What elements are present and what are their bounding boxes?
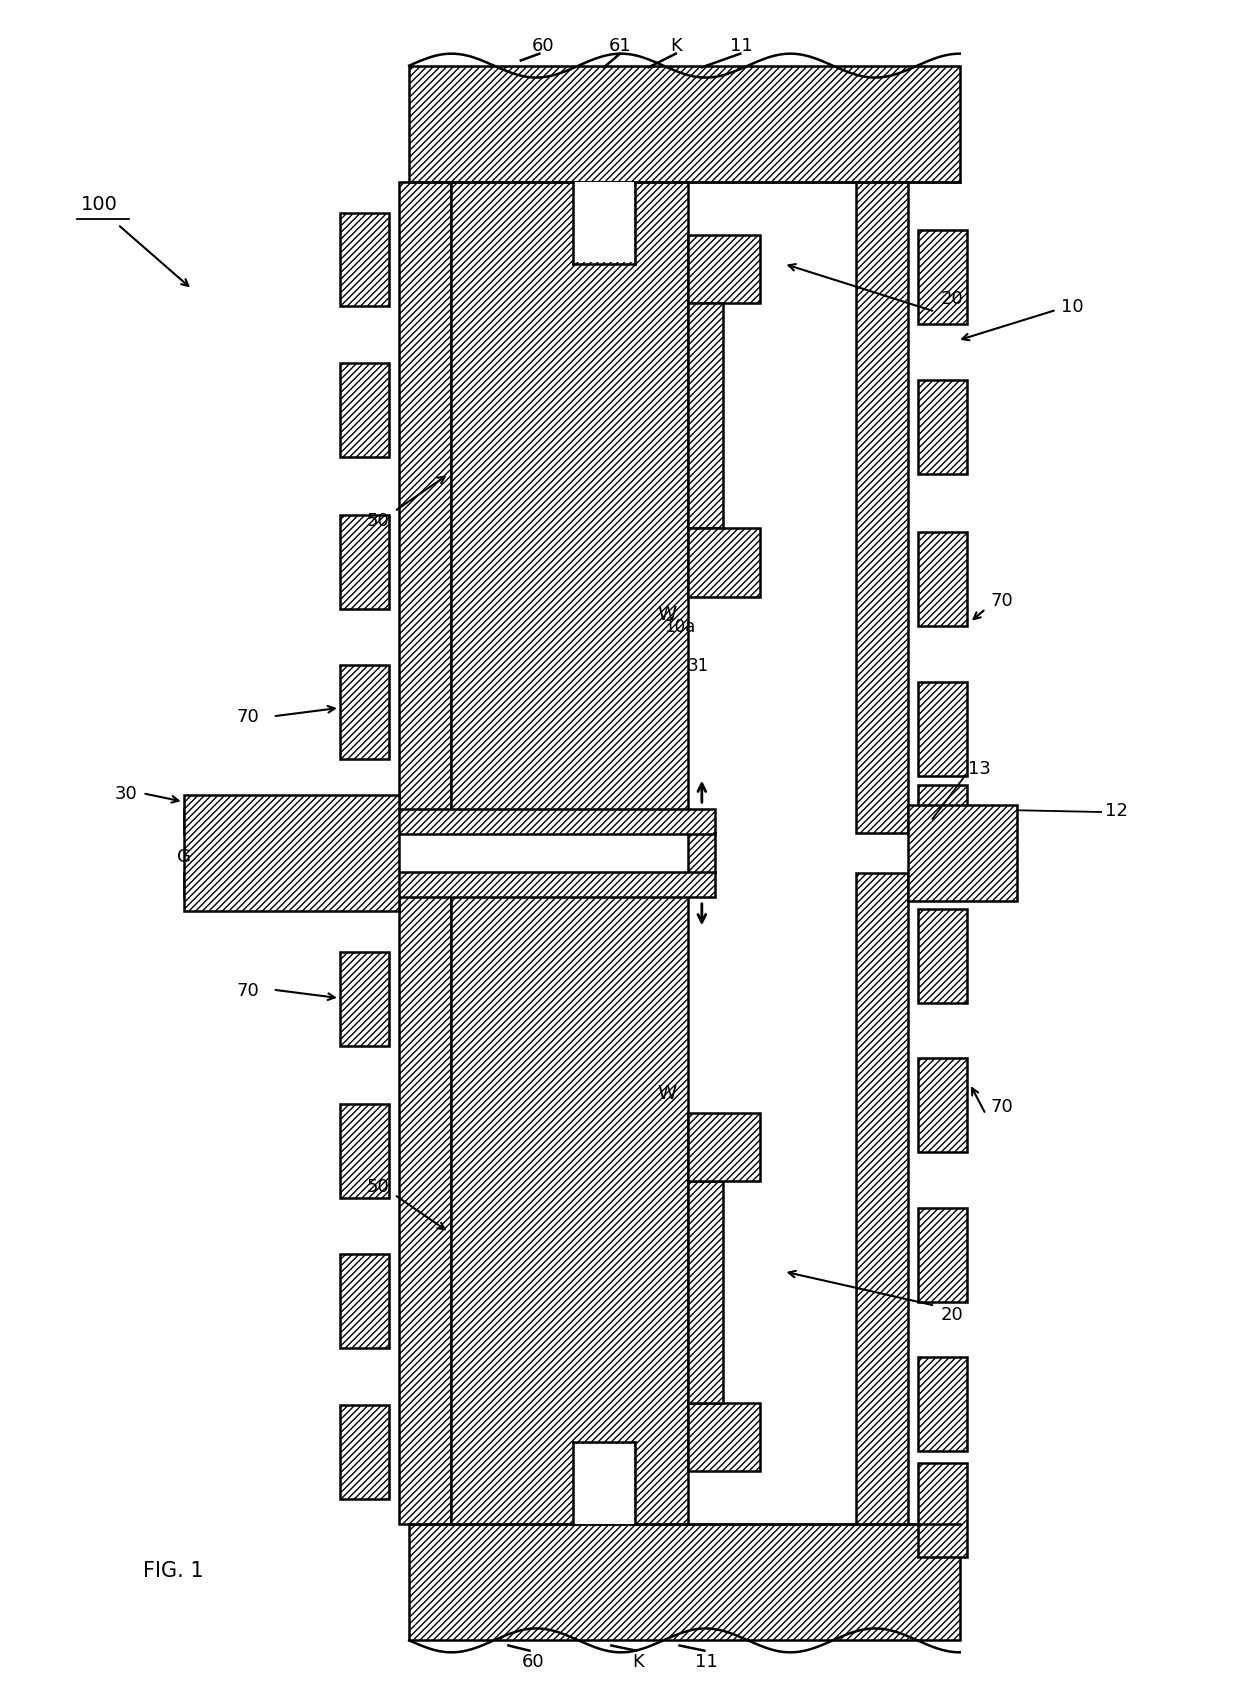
Text: 60: 60 [522,1652,544,1669]
Text: 50: 50 [367,1178,389,1195]
Text: 30: 30 [115,785,138,802]
Text: 70: 70 [237,982,259,999]
Bar [688,1181,723,1403]
Text: W: W [657,1082,677,1103]
Bar [688,529,760,597]
Bar [574,1444,634,1524]
Bar [340,1255,389,1349]
Text: 10: 10 [1061,299,1084,316]
Text: K: K [632,1652,645,1669]
Bar [908,806,1017,901]
Bar [688,236,760,304]
Text: 50: 50 [367,512,389,529]
Text: 13: 13 [968,760,991,777]
Bar [184,872,715,898]
Text: 61: 61 [609,38,631,55]
Text: FIG. 1: FIG. 1 [143,1560,203,1581]
Text: 31: 31 [687,657,709,674]
Bar [340,1104,389,1198]
Bar [184,809,715,835]
Bar [340,1405,389,1499]
Text: G: G [176,848,191,865]
Bar [399,874,451,1524]
Bar [918,785,967,879]
Bar [688,833,715,874]
Text: 70: 70 [991,592,1013,609]
Bar [340,364,389,457]
Bar [340,516,389,609]
Bar [918,683,967,777]
Bar [918,1209,967,1302]
Bar [918,230,967,324]
Text: 10a: 10a [663,618,696,635]
Text: 11: 11 [696,1652,718,1669]
Bar [688,304,723,529]
Bar [340,213,389,307]
Text: K: K [670,38,682,55]
Bar [574,183,634,263]
Text: 100: 100 [81,195,118,215]
Text: 60: 60 [532,38,554,55]
Bar [688,1113,760,1181]
Bar [409,67,960,183]
Bar [918,1463,967,1557]
Text: W: W [657,604,677,625]
Bar [918,381,967,475]
Bar [918,910,967,1004]
Text: 11: 11 [730,38,753,55]
Text: 20: 20 [941,290,963,307]
Bar [409,1524,960,1640]
Bar [688,1403,760,1471]
Bar [918,1058,967,1152]
Bar [184,795,399,912]
Bar [451,874,688,1524]
Bar [399,183,451,833]
Bar [340,666,389,760]
Bar [918,533,967,626]
Bar [856,874,908,1524]
Text: 70: 70 [991,1098,1013,1115]
Text: 70: 70 [237,708,259,725]
Text: 20: 20 [941,1306,963,1323]
Bar [340,953,389,1046]
Text: 12: 12 [1105,802,1127,819]
Bar [856,183,908,833]
Bar [451,183,688,833]
Bar [918,1357,967,1451]
